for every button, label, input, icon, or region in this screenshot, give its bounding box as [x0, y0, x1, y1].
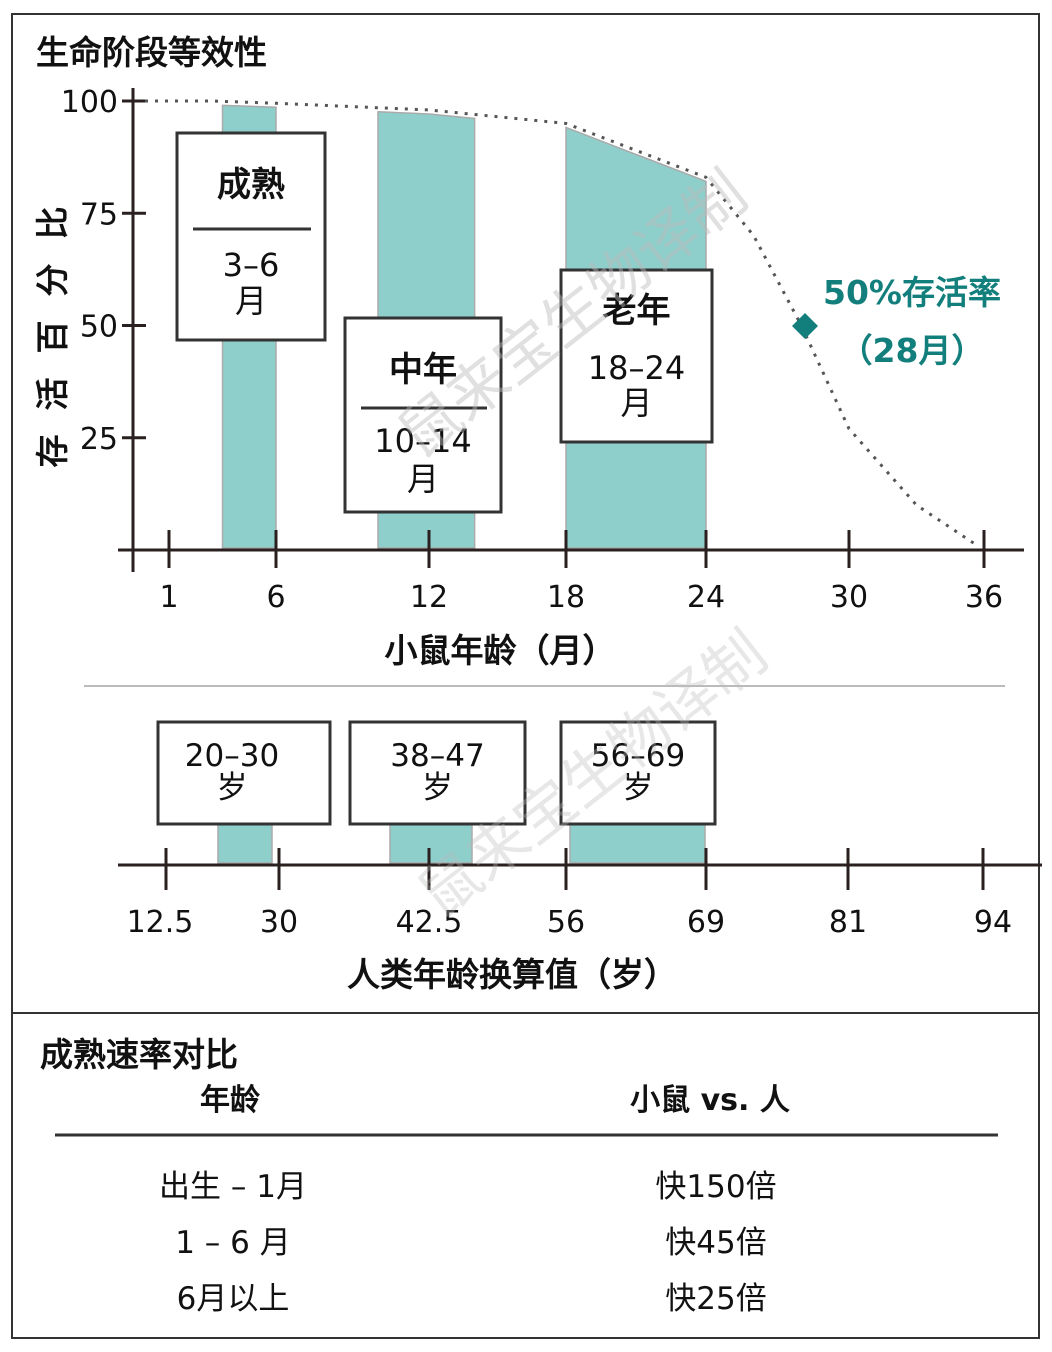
human-unit: 岁: [422, 770, 453, 806]
table-header-age: 年龄: [200, 1083, 261, 1118]
table-cell-age: 出生 – 1月: [159, 1169, 307, 1205]
human-tick-label: 56: [547, 905, 585, 940]
table-title: 成熟速率对比: [40, 1035, 238, 1074]
table-header-ratio: 小鼠 vs. 人: [630, 1083, 790, 1118]
human-range: 56–69: [591, 738, 685, 774]
human-tick-label: 94: [974, 905, 1012, 940]
human-range: 38–47: [390, 738, 484, 774]
median-survival-marker: [792, 313, 818, 339]
x-tick-label: 1: [159, 580, 178, 615]
stage-range: 18–24: [588, 349, 685, 387]
table-cell-age: 1 – 6 月: [175, 1225, 291, 1261]
table-cell-ratio: 快150倍: [655, 1169, 776, 1205]
x-axis-label: 小鼠年龄（月）: [385, 631, 616, 670]
stage-name: 中年: [389, 350, 457, 390]
human-box-1: [348, 720, 527, 826]
stage-range: 3–6: [223, 246, 280, 284]
stage-name: 成熟: [217, 165, 285, 205]
human-box-0: [156, 720, 332, 826]
human-tick-label: 30: [260, 905, 298, 940]
human-unit: 岁: [217, 770, 248, 806]
stage-range: 10–14: [374, 422, 471, 460]
stage-unit: 月: [620, 384, 652, 422]
y-tick-label: 75: [80, 197, 118, 232]
stage-unit: 月: [407, 460, 439, 498]
x-tick-label: 18: [547, 580, 585, 615]
stage-box-2: [559, 268, 714, 444]
x-tick-label: 12: [410, 580, 448, 615]
table-cell-ratio: 快25倍: [665, 1281, 766, 1317]
human-axis-label: 人类年龄换算值（岁）: [347, 955, 677, 994]
table-cell-age: 6月以上: [177, 1281, 290, 1317]
y-axis-label: 存活百分比: [33, 183, 72, 468]
human-tick-label: 12.5: [127, 905, 194, 940]
stage-box-1: [343, 316, 503, 514]
x-tick-label: 36: [965, 580, 1003, 615]
y-tick-label: 25: [80, 422, 118, 457]
y-tick-label: 50: [80, 310, 118, 345]
x-tick-label: 30: [830, 580, 868, 615]
human-band-2: [569, 823, 706, 864]
human-box-2: [559, 720, 717, 826]
outer-frame: [11, 13, 1040, 1339]
human-range: 20–30: [185, 738, 279, 774]
human-tick-label: 42.5: [396, 905, 463, 940]
x-tick-label: 6: [266, 580, 285, 615]
x-tick-label: 24: [687, 580, 725, 615]
human-tick-label: 69: [687, 905, 725, 940]
human-band-0: [217, 823, 273, 864]
stage-unit: 月: [235, 282, 267, 320]
human-unit: 岁: [623, 770, 654, 806]
table-cell-ratio: 快45倍: [665, 1225, 766, 1261]
marker-label: 50%存活率: [823, 273, 1001, 312]
stage-box-0: [175, 131, 327, 342]
stage-name: 老年: [603, 291, 671, 331]
marker-sublabel: （28月）: [840, 331, 985, 370]
y-tick-label: 100: [61, 85, 118, 120]
human-tick-label: 81: [829, 905, 867, 940]
page-title: 生命阶段等效性: [36, 33, 267, 72]
